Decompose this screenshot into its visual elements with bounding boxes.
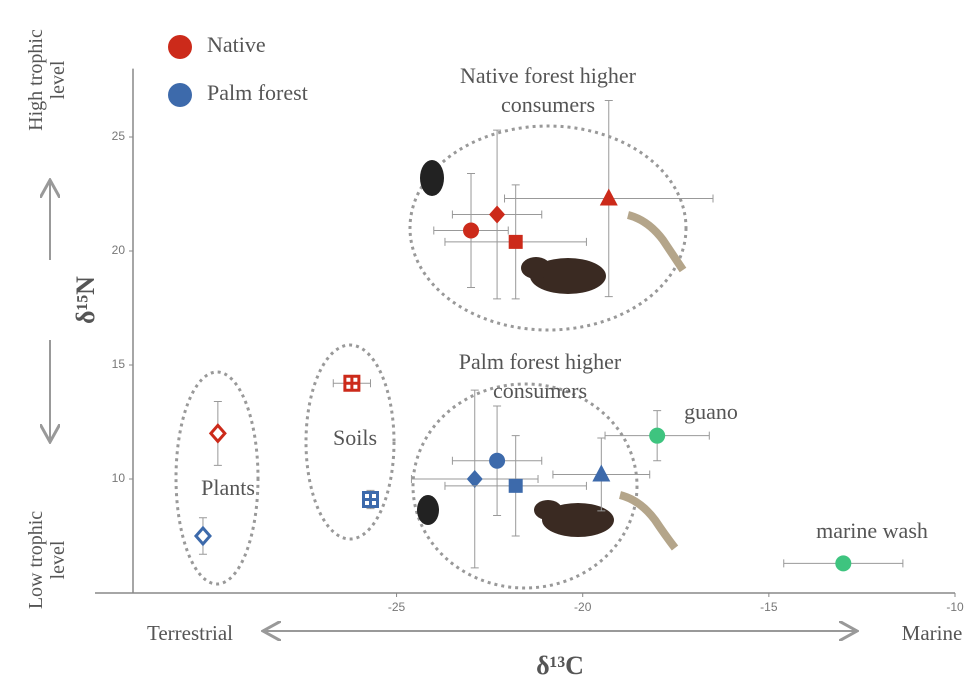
annotation: Native forest higher consumers <box>460 63 637 117</box>
x-tick-label: -10 <box>946 600 964 614</box>
label-line: level <box>47 540 69 579</box>
point <box>592 464 610 481</box>
annotation: guano <box>684 399 738 424</box>
x-tick-label: -20 <box>574 600 592 614</box>
point <box>600 189 618 206</box>
annotation: marine wash <box>816 518 928 543</box>
legend-label: Native <box>207 32 266 57</box>
legend-marker <box>168 83 192 107</box>
point <box>463 222 479 238</box>
point <box>345 376 359 390</box>
x-tick-label: -15 <box>760 600 778 614</box>
x-tick-label: -25 <box>388 600 406 614</box>
label-line: level <box>47 60 69 99</box>
y-axis-label: δ¹⁵N <box>71 276 100 324</box>
y-tick-label: 25 <box>112 129 126 143</box>
y-top-label: High trophiclevel <box>25 29 69 131</box>
label-line: Low trophic <box>25 511 47 609</box>
point <box>211 425 225 441</box>
y-tick-label: 15 <box>112 357 126 371</box>
x-right-label: Marine <box>902 621 963 645</box>
annotation: Plants <box>201 475 255 500</box>
x-axis-label: δ¹³C <box>536 651 584 680</box>
chart: δ¹³C δ¹⁵N Terrestrial Marine High trophi… <box>0 0 968 688</box>
annotation-line: Palm forest higher <box>459 349 622 374</box>
legend-marker <box>168 35 192 59</box>
annotation-line: Plants <box>201 475 255 500</box>
point <box>196 528 210 544</box>
point <box>835 555 851 571</box>
annotation-line: guano <box>684 399 738 424</box>
legend-label: Palm forest <box>207 80 308 105</box>
label-line: High trophic <box>25 29 47 131</box>
point <box>489 206 505 224</box>
point <box>467 470 483 488</box>
annotation-line: marine wash <box>816 518 928 543</box>
point <box>509 235 523 249</box>
annotation: Soils <box>333 425 377 450</box>
y-tick-label: 20 <box>112 243 126 257</box>
annotation-line: consumers <box>501 92 595 117</box>
x-left-label: Terrestrial <box>147 621 233 645</box>
annotation-line: Native forest higher <box>460 63 637 88</box>
y-tick-label: 10 <box>112 471 126 485</box>
point <box>363 493 377 507</box>
annotation-line: Soils <box>333 425 377 450</box>
point <box>649 428 665 444</box>
annotation: Palm forest higher consumers <box>459 349 622 403</box>
point <box>489 453 505 469</box>
point <box>509 479 523 493</box>
y-bottom-label: Low trophiclevel <box>25 511 69 609</box>
annotation-line: consumers <box>493 378 587 403</box>
